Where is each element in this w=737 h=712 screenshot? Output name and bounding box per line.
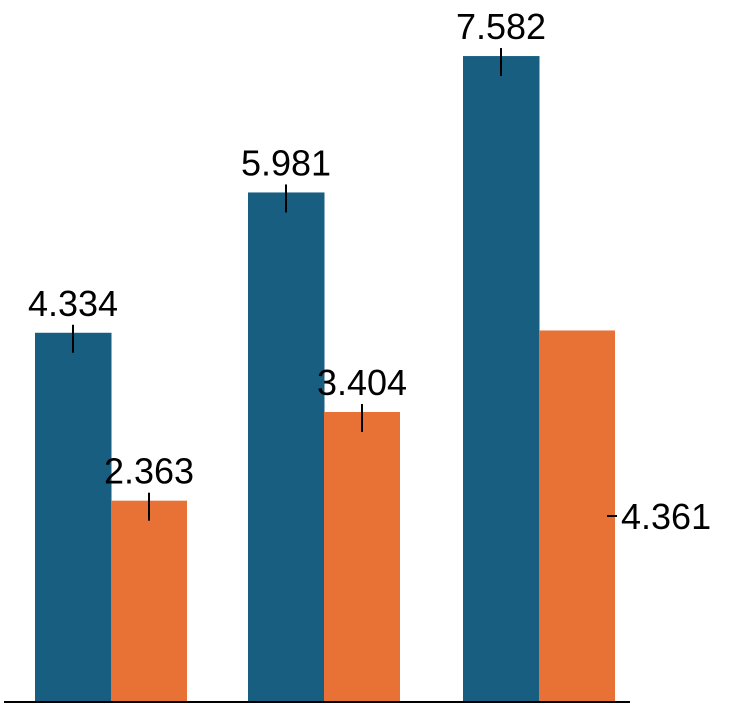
data-label: 4.361 <box>621 496 711 537</box>
data-label: 5.981 <box>241 142 331 183</box>
bar-b-3 <box>539 330 615 702</box>
bar-b-2 <box>324 411 400 702</box>
bar-a-1 <box>35 332 112 702</box>
bar-a-2 <box>248 192 325 702</box>
data-label: 7.582 <box>456 6 546 47</box>
bar-b-1 <box>111 500 187 702</box>
bar-a-3 <box>463 56 540 703</box>
data-label: 4.334 <box>28 283 118 324</box>
data-label: 2.363 <box>104 451 194 492</box>
data-label: 3.404 <box>317 362 407 403</box>
